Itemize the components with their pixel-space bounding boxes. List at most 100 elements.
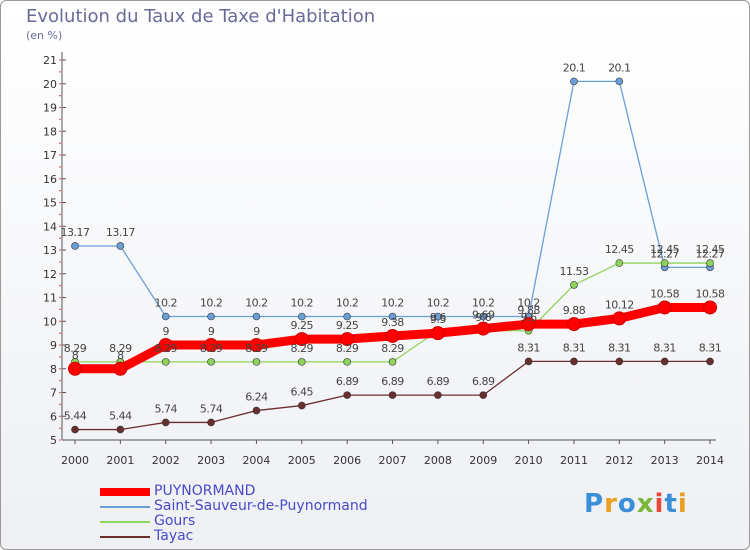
- y-axis-marker: [59, 296, 61, 299]
- x-tick-label: 2000: [61, 454, 89, 467]
- series-gours-data-label: 8.29: [200, 342, 223, 355]
- y-axis-marker: [59, 94, 61, 97]
- y-axis-marker: [59, 403, 61, 406]
- y-axis-marker: [59, 59, 61, 61]
- y-axis-marker: [59, 379, 61, 382]
- series-saint-sauveur-point: [434, 312, 442, 321]
- series-saint-sauveur-point: [479, 312, 488, 321]
- series-gours-data-label: 9.6: [521, 311, 537, 324]
- series-puynormand-data-label: 9: [253, 325, 260, 338]
- series-puynormand-point: [476, 321, 491, 336]
- series-tayac-point: [116, 425, 125, 434]
- y-axis-marker: [59, 356, 61, 358]
- series-puynormand-point: [249, 338, 264, 352]
- series-tayac-data-label: 5.44: [64, 410, 87, 423]
- line-chart: 5 6 7 8 9 10 11 12 13 14 15 16 17 18 19 20 21 2000 2001 200…: [43, 52, 726, 467]
- series-tayac-data-label: 6.89: [427, 375, 450, 388]
- x-tick-label: 2004: [242, 454, 270, 467]
- y-axis-marker: [59, 213, 61, 216]
- series-tayac-point: [706, 357, 714, 366]
- x-tick-label: 2010: [515, 454, 543, 467]
- series-puynormand-point: [657, 300, 672, 315]
- series-puynormand-data-label: 10.12: [605, 298, 634, 311]
- legend-swatch: [100, 506, 150, 508]
- y-tick-label: 6: [50, 410, 57, 423]
- series-tayac-data-label: 6.45: [291, 386, 314, 399]
- series-saint-sauveur-data-label: 20.1: [608, 61, 631, 74]
- series-saint-sauveur-data-label: 13.17: [106, 226, 135, 239]
- x-tick-label: 2006: [333, 454, 361, 467]
- series-saint-sauveur-point: [343, 312, 351, 321]
- series-saint-sauveur-data-label: 10.2: [517, 297, 540, 310]
- y-axis-marker: [59, 142, 61, 144]
- y-axis-marker: [59, 201, 61, 204]
- y-tick-label: 14: [43, 220, 57, 233]
- y-axis-marker: [59, 71, 61, 73]
- y-axis-marker: [59, 177, 61, 180]
- series-puynormand-data-label: 9.5: [430, 313, 446, 326]
- series-saint-sauveur-point: [615, 77, 624, 86]
- y-axis-marker: [59, 118, 61, 121]
- y-tick-label: 16: [43, 173, 57, 186]
- series-tayac-point: [615, 357, 624, 366]
- series-gours-data-label: 8.29: [109, 342, 132, 355]
- series-gours-data-label: 8.29: [291, 342, 314, 355]
- chart-title: Evolution du Taux de Taxe d'Habitation: [26, 6, 376, 27]
- series-tayac-data-label: 5.44: [109, 410, 132, 423]
- y-tick-label: 20: [43, 78, 57, 91]
- series-gours-data-label: 12.45: [605, 243, 634, 256]
- series-puynormand-point: [430, 326, 445, 341]
- series-saint-sauveur-point: [207, 312, 215, 321]
- series-puynormand-point: [340, 332, 355, 347]
- y-tick-label: 10: [43, 315, 57, 328]
- series-tayac-point: [207, 418, 215, 427]
- y-axis-marker: [59, 308, 61, 311]
- series-saint-sauveur-point: [161, 312, 170, 321]
- series-tayac-data-label: 6.89: [381, 375, 404, 388]
- y-tick-label: 12: [43, 268, 57, 281]
- x-tick-label: 2008: [424, 454, 452, 467]
- series-saint-sauveur-data-label: 13.17: [61, 226, 90, 239]
- unit-label: (en %): [26, 29, 63, 42]
- series-puynormand-data-label: 10.58: [650, 287, 679, 300]
- series-puynormand-data-label: 9.25: [336, 319, 359, 332]
- x-tick-label: 2001: [106, 454, 134, 467]
- series-tayac-point: [297, 401, 306, 410]
- y-axis-marker: [59, 82, 61, 85]
- series-puynormand-data-label: 9.88: [563, 304, 586, 317]
- y-axis-marker: [59, 166, 61, 168]
- series-saint-sauveur-data-label: 20.1: [563, 61, 586, 74]
- series-gours-point: [297, 358, 306, 366]
- y-axis-marker: [59, 367, 61, 370]
- proxiti-logo: Proxiti: [584, 489, 688, 519]
- series-gours-point: [660, 259, 669, 267]
- y-tick-label: 7: [50, 387, 57, 400]
- series-tayac-data-label: 8.31: [699, 341, 722, 354]
- series-puynormand-data-label: 8: [72, 349, 79, 362]
- series-saint-sauveur-data-label: 10.2: [472, 297, 495, 310]
- series-gours-point: [343, 358, 351, 366]
- series-tayac-point: [343, 391, 351, 399]
- series-saint-sauveur-data-label: 10.2: [336, 297, 359, 310]
- series-saint-sauveur-data-label: 10.2: [381, 297, 404, 310]
- y-axis-marker: [59, 237, 61, 239]
- y-axis-marker: [59, 225, 61, 228]
- series-gours-data-label: 8.29: [245, 342, 268, 355]
- legend-swatch: [100, 536, 150, 538]
- series-gours-point: [615, 259, 624, 267]
- y-tick-label: 15: [43, 197, 57, 210]
- series-tayac-point: [434, 391, 442, 399]
- series-puynormand-data-label: 9.25: [291, 319, 314, 332]
- series-saint-sauveur-data-label: 12.27: [696, 247, 725, 260]
- series-tayac-data-label: 8.31: [517, 341, 540, 354]
- series-tayac-point: [161, 418, 170, 427]
- y-axis-marker: [59, 439, 61, 441]
- series-tayac-point: [524, 357, 533, 366]
- legend-swatch: [100, 488, 150, 496]
- series-saint-sauveur-point: [570, 77, 578, 86]
- series-saint-sauveur-point: [71, 242, 79, 250]
- x-tick-label: 2012: [605, 454, 633, 467]
- series-puynormand-data-label: 10.58: [696, 287, 725, 300]
- series-puynormand-point: [68, 361, 82, 376]
